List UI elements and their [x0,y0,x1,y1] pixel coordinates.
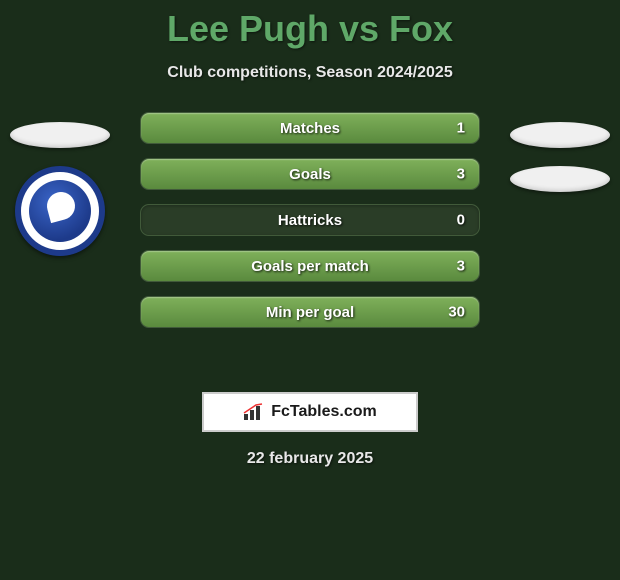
stat-row: Matches1 [140,112,480,144]
stat-value-right: 1 [457,120,465,137]
comparison-area: Matches1Goals3Hattricks0Goals per match3… [0,112,620,372]
right-player-placeholder-2 [510,166,610,192]
stat-label: Goals per match [141,258,479,275]
left-club-logo [15,166,105,256]
right-player-column [500,112,620,210]
stat-rows-container: Matches1Goals3Hattricks0Goals per match3… [140,112,480,328]
stat-value-right: 3 [457,258,465,275]
stat-row: Min per goal30 [140,296,480,328]
club-crest-icon [29,180,91,242]
stat-value-right: 30 [448,304,465,321]
stat-row: Hattricks0 [140,204,480,236]
brand-text: FcTables.com [271,403,377,421]
left-player-column [0,112,120,256]
stat-label: Hattricks [141,212,479,229]
comparison-date: 22 february 2025 [0,450,620,468]
stat-value-right: 3 [457,166,465,183]
stat-label: Goals [141,166,479,183]
stat-row: Goals3 [140,158,480,190]
left-player-placeholder [10,122,110,148]
stat-row: Goals per match3 [140,250,480,282]
bar-chart-icon [243,403,265,421]
right-player-placeholder-1 [510,122,610,148]
page-subtitle: Club competitions, Season 2024/2025 [0,64,620,82]
brand-badge[interactable]: FcTables.com [202,392,418,432]
stat-value-right: 0 [457,212,465,229]
page-title: Lee Pugh vs Fox [0,0,620,50]
stat-label: Matches [141,120,479,137]
stat-label: Min per goal [141,304,479,321]
